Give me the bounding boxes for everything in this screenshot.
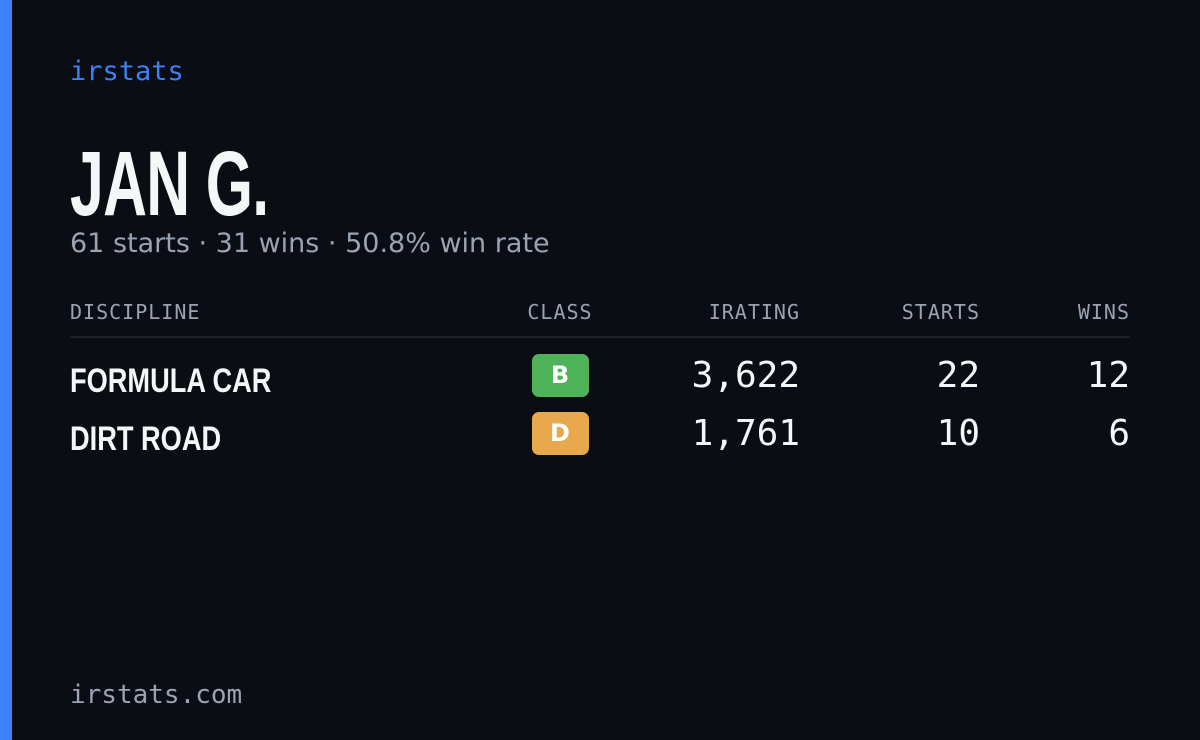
discipline: FORMULA CAR [70, 362, 272, 400]
wins-value: 6 [1108, 413, 1130, 454]
footer: irstats.com [70, 680, 243, 710]
class-badge: B [531, 354, 589, 397]
irating-value: 1,761 [691, 413, 800, 454]
header-rule [70, 336, 1130, 338]
column-header: STARTS [901, 300, 980, 324]
starts-value: 22 [936, 355, 980, 396]
column-header: IRATING [708, 300, 800, 324]
class-badge: D [531, 412, 589, 455]
driver-summary: 61 starts · 31 wins · 50.8% win rate [70, 228, 550, 259]
column-header: DISCIPLINE [70, 300, 201, 324]
starts-value: 10 [936, 413, 980, 454]
accent-bar [0, 0, 12, 740]
column-header: WINS [1077, 300, 1130, 324]
wins-value: 12 [1086, 355, 1130, 396]
irating-value: 3,622 [691, 355, 800, 396]
brand: irstats [70, 56, 184, 87]
driver-name: JAN G. [70, 133, 269, 235]
discipline: DIRT ROAD [70, 420, 222, 458]
column-header: CLASS [527, 300, 593, 324]
